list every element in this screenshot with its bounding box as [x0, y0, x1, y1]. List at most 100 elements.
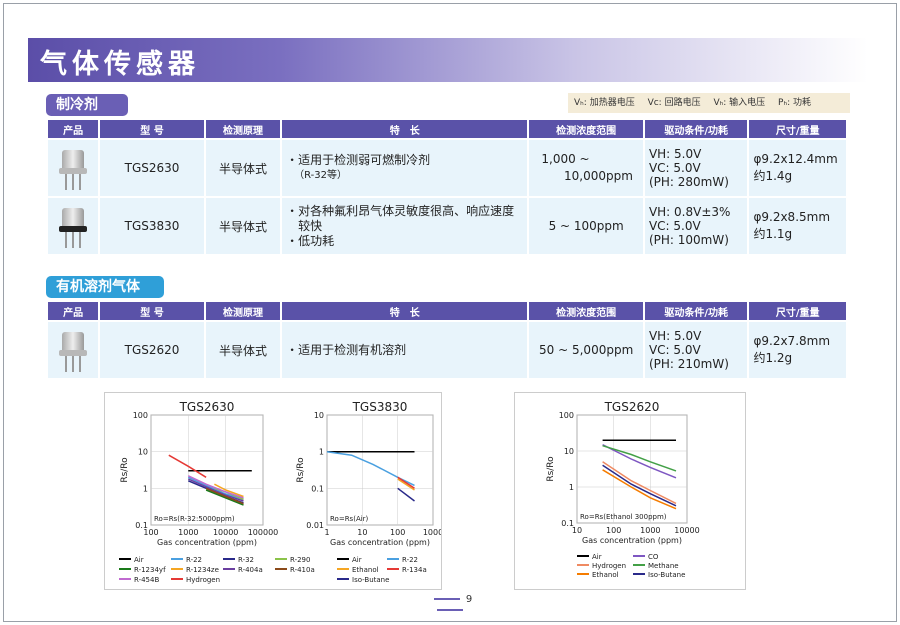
- x-tick-label: 100: [390, 528, 405, 537]
- drive-cell: VH: 0.8V±3% VC: 5.0V (PH: 100mW): [644, 198, 748, 254]
- y-tick-label: 100: [133, 411, 148, 420]
- col-features: 特 长: [282, 120, 528, 138]
- series-line-iso-butane: [602, 464, 677, 507]
- x-tick-label: 1000: [423, 528, 441, 537]
- series-line-ethanol: [602, 469, 677, 510]
- drive-line: VH: 0.8V±3%: [648, 205, 731, 219]
- principle-cell: 半导体式: [205, 322, 281, 378]
- drive-line: VH: 5.0V: [648, 329, 702, 343]
- y-tick-label: 10: [314, 411, 324, 420]
- series-line-ethanol: [397, 478, 415, 491]
- size-cell: φ9.2x7.8mm 约1.2g: [749, 322, 846, 378]
- legend-label: Hydrogen: [186, 576, 220, 584]
- legend-label: Air: [352, 556, 362, 564]
- drive-line: (PH: 280mW): [648, 175, 729, 189]
- col-product: 产品: [48, 120, 99, 138]
- series-line-co: [602, 444, 677, 479]
- size-cell: φ9.2x8.5mm 约1.1g: [749, 198, 846, 254]
- y-tick-label: 1: [319, 448, 324, 457]
- series-line-r-454b: [187, 475, 244, 499]
- drive-line: VC: 5.0V: [648, 343, 701, 357]
- page-title: 气体传感器: [40, 49, 200, 80]
- y-tick-label: 10: [138, 448, 148, 457]
- sensor-image: [53, 144, 93, 192]
- refrigerant-table: 产品 型 号 检测原理 特 长 检测浓度范围 驱动条件/功耗 尺寸/重量 TGS…: [46, 118, 848, 256]
- table-row: TGS2630 半导体式 ・适用于检测弱可燃制冷剂 （R-32等） 1,000 ~…: [48, 140, 846, 196]
- model-cell: TGS3830: [100, 198, 204, 254]
- series-line-r-1234ze: [214, 483, 244, 498]
- x-tick-label: 10: [572, 526, 582, 535]
- y-tick-label: 0.01: [306, 521, 324, 530]
- y-tick-label: 1: [569, 483, 574, 492]
- legend-label: Ethanol: [592, 571, 619, 579]
- legend-label: R-404a: [238, 566, 263, 574]
- legend-item: Vₕ: 输入电压: [713, 98, 766, 108]
- y-axis-label: Rs/Ro: [546, 456, 556, 482]
- feature-note: （R-32等）: [294, 170, 348, 181]
- drive-line: (PH: 210mW): [648, 357, 729, 371]
- legend-label: R-134a: [402, 566, 427, 574]
- series-line-r-404a: [187, 478, 244, 502]
- legend-label: Iso-Butane: [352, 576, 389, 584]
- drive-line: VH: 5.0V: [648, 147, 702, 161]
- range-line: 10,000ppm: [564, 169, 633, 183]
- x-tick-label: 1000: [640, 526, 660, 535]
- table-header-row: 产品 型 号 检测原理 特 长 检测浓度范围 驱动条件/功耗 尺寸/重量: [48, 120, 846, 138]
- drive-line: VC: 5.0V: [648, 161, 701, 175]
- col-size: 尺寸/重量: [749, 302, 846, 320]
- col-model: 型 号: [100, 302, 204, 320]
- legend-label: R-1234yf: [134, 566, 166, 574]
- series-line-r-410a: [205, 487, 244, 505]
- features-cell: ・对各种氟利昂气体灵敏度很高、响应速度 较快 ・低功耗: [282, 198, 528, 254]
- range-cell: 1,000 ~ 10,000ppm: [529, 140, 643, 196]
- x-tick-label: 100: [143, 528, 158, 537]
- chart-annotation: Ro=Rs(R-32:5000ppm): [154, 515, 235, 523]
- drive-cell: VH: 5.0V VC: 5.0V (PH: 210mW): [644, 322, 748, 378]
- feature-line: ・对各种氟利昂气体灵敏度很高、响应速度: [286, 203, 515, 218]
- x-tick-label: 1000: [178, 528, 198, 537]
- model-cell: TGS2620: [100, 322, 204, 378]
- col-drive: 驱动条件/功耗: [644, 302, 748, 320]
- legend-label: Iso-Butane: [648, 571, 685, 579]
- legend-label: R-1234ze: [186, 566, 219, 574]
- x-axis-label: Gas concentration (ppm): [157, 538, 257, 547]
- range-line: 1,000 ~: [541, 152, 590, 166]
- col-features: 特 长: [282, 302, 528, 320]
- page-frame: [3, 3, 897, 622]
- sensor-image: [53, 326, 93, 374]
- x-axis-label: Gas concentration (ppm): [330, 538, 430, 547]
- y-tick-label: 0.1: [561, 519, 574, 528]
- organic-solvent-table: 产品 型 号 检测原理 特 长 检测浓度范围 驱动条件/功耗 尺寸/重量 TGS…: [46, 300, 848, 380]
- legend-label: CO: [648, 553, 659, 561]
- feature-line: ・适用于检测弱可燃制冷剂: [286, 153, 431, 167]
- col-product: 产品: [48, 302, 99, 320]
- x-tick-label: 10: [357, 528, 367, 537]
- y-tick-label: 10: [564, 447, 574, 456]
- x-axis-label: Gas concentration (ppm): [582, 536, 682, 545]
- product-image: [48, 198, 99, 254]
- weight-line: 约1.2g: [753, 351, 793, 365]
- feature-line: 较快: [286, 218, 323, 233]
- principle-cell: 半导体式: [205, 140, 281, 196]
- chart-annotation: Ro=Rs(Ethanol 300ppm): [580, 513, 667, 521]
- weight-line: 约1.4g: [753, 169, 793, 183]
- col-size: 尺寸/重量: [749, 120, 846, 138]
- product-image: [48, 322, 99, 378]
- col-drive: 驱动条件/功耗: [644, 120, 748, 138]
- organic-chart-panel: TGS2620 10 100 1000 10000 100 10 1 0.1 Rs/Ro Gas c…: [514, 392, 746, 590]
- table-header-row: 产品 型 号 检测原理 特 长 检测浓度范围 驱动条件/功耗 尺寸/重量: [48, 302, 846, 320]
- legend-label: Hydrogen: [592, 562, 626, 570]
- y-tick-label: 1: [143, 484, 148, 493]
- table-row: TGS3830 半导体式 ・对各种氟利昂气体灵敏度很高、响应速度 较快 ・低功耗 …: [48, 198, 846, 254]
- series-line-iso-butane: [397, 487, 415, 502]
- series-line-r-1234yf: [205, 489, 244, 506]
- title-banner: 气体传感器: [28, 38, 868, 82]
- size-line: φ9.2x8.5mm: [753, 210, 831, 224]
- refrigerant-chart-panel: TGS2630 100 1000 10000 100000 100 10 1 0.1 Rs/Ro G…: [104, 392, 443, 590]
- legend-label: R-290: [290, 556, 310, 564]
- page-number: 9: [420, 594, 480, 616]
- series-line-hydrogen: [602, 461, 677, 505]
- legend-item: Vc: 回路电压: [647, 98, 701, 108]
- legend-label: R-32: [238, 556, 254, 564]
- size-cell: φ9.2x12.4mm 约1.4g: [749, 140, 846, 196]
